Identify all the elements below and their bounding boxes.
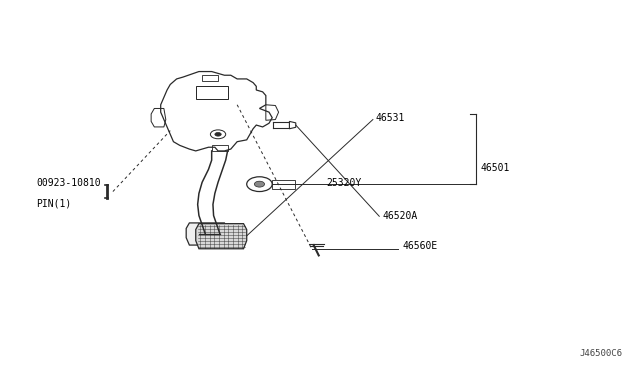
Text: 46531: 46531 xyxy=(376,113,405,124)
Text: 46560E: 46560E xyxy=(403,241,438,251)
Polygon shape xyxy=(186,223,228,245)
Text: 46501: 46501 xyxy=(481,163,510,173)
Text: 25320Y: 25320Y xyxy=(326,178,362,188)
Text: 46520A: 46520A xyxy=(383,211,418,221)
Text: J46500C6: J46500C6 xyxy=(580,349,623,358)
Polygon shape xyxy=(196,224,246,249)
Circle shape xyxy=(215,132,221,136)
Text: PIN(1): PIN(1) xyxy=(36,199,72,209)
Circle shape xyxy=(254,181,264,187)
Text: 00923-10810: 00923-10810 xyxy=(36,178,101,188)
